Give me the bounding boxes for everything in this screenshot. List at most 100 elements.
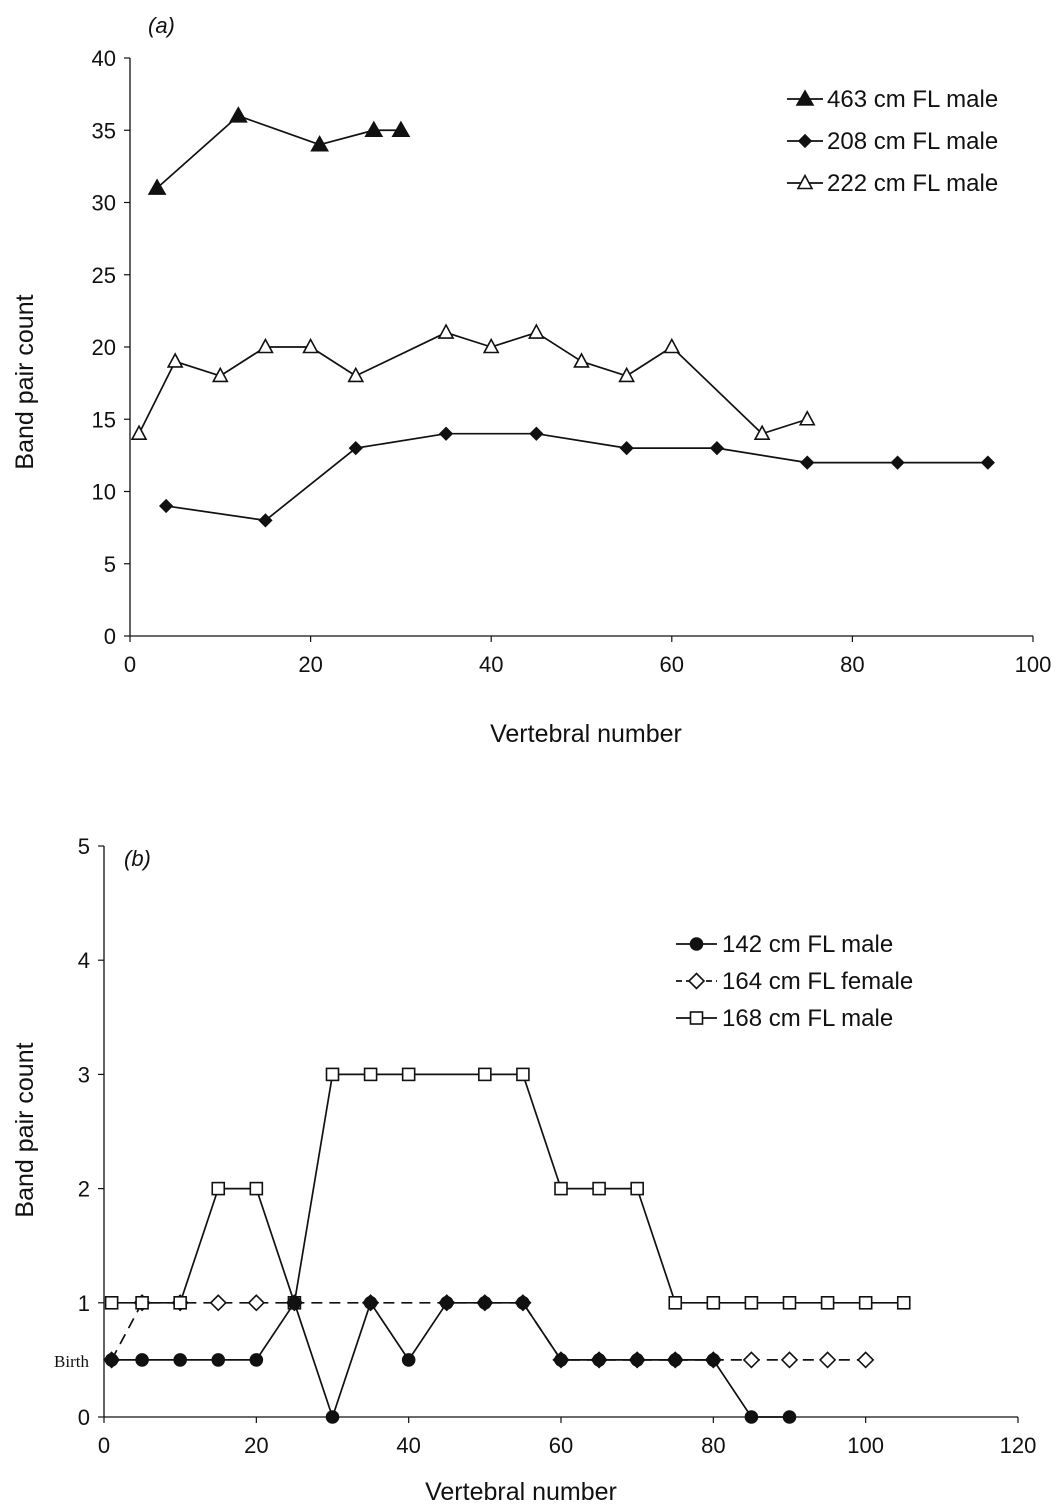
panel-a-series-3-point bbox=[166, 352, 184, 368]
panel-a-legend-entry: 222 cm FL male bbox=[787, 170, 998, 197]
panel-b-series-1-point bbox=[782, 1410, 797, 1424]
panel-b-series-3-point bbox=[706, 1296, 721, 1310]
panel-b-legend-label: 142 cm FL male bbox=[722, 931, 893, 958]
panel-b-ticks: 0 1 2 3 4 5 0 20 40 60 80 100 120 bbox=[78, 834, 1037, 1458]
panel-a-legend-label: 222 cm FL male bbox=[827, 170, 998, 197]
panel-b-series-2-point bbox=[247, 1294, 265, 1312]
panel-b-x-tick-label: 20 bbox=[244, 1433, 268, 1458]
panel-a-series-1 bbox=[147, 106, 411, 195]
panel-b-series-3-point bbox=[211, 1181, 226, 1196]
panel-a-series-3-point bbox=[347, 366, 365, 383]
panel-b-series bbox=[102, 1067, 911, 1424]
panel-b-legend-entry: 164 cm FL female bbox=[676, 968, 913, 995]
panel-a-series-1-point bbox=[310, 135, 330, 152]
panel-b-x-tick-label: 40 bbox=[396, 1433, 420, 1458]
panel-b-series-3-point bbox=[135, 1296, 149, 1310]
panel-a-series-3-point bbox=[528, 323, 545, 339]
panel-b-series-1-point bbox=[592, 1353, 606, 1367]
panel-b-legend: 142 cm FL male 164 cm FL female 168 cm FL … bbox=[676, 931, 913, 1032]
panel-a-y-axis-title: Band pair count bbox=[11, 294, 39, 469]
panel-b-series-3-point bbox=[478, 1067, 492, 1082]
panel-a-series-3-point bbox=[753, 424, 771, 441]
panel-b-series-3-point bbox=[896, 1296, 911, 1310]
panel-b-series-3-point bbox=[516, 1067, 530, 1082]
panel-b-y-tick-label: 5 bbox=[78, 834, 90, 859]
panel-a-series-3-point bbox=[573, 352, 590, 368]
panel-b-x-tick-label: 80 bbox=[701, 1433, 725, 1458]
panel-a-series-3-point bbox=[130, 424, 148, 441]
panel-a-series-2-point bbox=[258, 513, 273, 528]
panel-a-legend: 463 cm FL male 208 cm FL male 222 cm FL ma… bbox=[787, 86, 998, 197]
panel-a-series-2-point bbox=[980, 455, 995, 470]
panel-b-legend-label: 164 cm FL female bbox=[722, 968, 913, 995]
panel-b-y-axis-title: Band pair count bbox=[11, 1042, 39, 1217]
panel-a-series-2 bbox=[158, 426, 995, 528]
panel-b-series-1-point bbox=[287, 1296, 302, 1310]
panel-b-series-2-point bbox=[209, 1294, 227, 1312]
panel-b-series-3-point bbox=[668, 1296, 683, 1310]
panel-b-series-3-point bbox=[820, 1296, 835, 1310]
panel-a-series-3-point bbox=[257, 337, 274, 354]
panel-a-legend-entry: 208 cm FL male bbox=[787, 128, 998, 155]
panel-b-series-3-point bbox=[363, 1067, 378, 1082]
panel-a-x-tick-label: 100 bbox=[1015, 652, 1052, 677]
panel-b-legend-marker bbox=[687, 972, 706, 990]
panel-b-series-2-point bbox=[857, 1351, 875, 1369]
panel-a-series bbox=[130, 106, 995, 528]
panel-a-series-1-point bbox=[228, 106, 248, 123]
panel-b-x-tick-label: 100 bbox=[847, 1433, 884, 1458]
panel-a-series-1-point bbox=[391, 120, 411, 138]
panel-a-y-tick-label: 20 bbox=[92, 335, 116, 360]
panel-a-series-2-point bbox=[800, 455, 815, 470]
panel-a-series-2-point bbox=[158, 498, 174, 514]
panel-b-series-1-point bbox=[401, 1353, 416, 1367]
panel-b-series-1-point bbox=[135, 1353, 149, 1367]
panel-a-legend-marker bbox=[797, 133, 813, 149]
panel-b-series-1-point bbox=[104, 1353, 119, 1367]
panel-b-x-tick-label: 60 bbox=[549, 1433, 573, 1458]
panel-a-x-tick-label: 80 bbox=[840, 652, 864, 677]
panel-b-series-1-point bbox=[249, 1353, 264, 1367]
panel-b-series-3-point bbox=[401, 1067, 416, 1082]
panel-b-series-2-line bbox=[110, 1301, 866, 1361]
panel-a-legend-entry: 463 cm FL male bbox=[787, 86, 998, 113]
panel-b-series-1-point bbox=[706, 1353, 721, 1367]
panel-a-series-3 bbox=[130, 323, 816, 441]
panel-b-series-1 bbox=[104, 1296, 797, 1424]
panel-a-x-axis-title: Vertebral number bbox=[490, 720, 682, 748]
panel-b-series-3-point bbox=[782, 1296, 797, 1310]
panel-a-label: (a) bbox=[148, 13, 175, 38]
panel-b-series-3-point bbox=[249, 1181, 264, 1196]
panel-a-series-3-point bbox=[437, 323, 455, 339]
panel-a-y-tick-label: 0 bbox=[104, 624, 116, 649]
panel-b-series-3-line bbox=[111, 1073, 904, 1304]
panel-a-y-tick-label: 25 bbox=[92, 263, 116, 288]
panel-a-series-1-point bbox=[364, 120, 384, 138]
panel-a-series-2-point bbox=[890, 455, 905, 470]
panel-b-series-1-point bbox=[325, 1410, 340, 1424]
panel-b-series-3-point bbox=[554, 1181, 568, 1196]
panel-b-legend-label: 168 cm FL male bbox=[722, 1005, 893, 1032]
panel-b-series-3-point bbox=[744, 1296, 759, 1310]
panel-b-y-tick-label: 1 bbox=[78, 1291, 90, 1316]
panel-a-series-2-point bbox=[709, 441, 725, 456]
panel-b-series-1-point bbox=[478, 1296, 492, 1310]
panel-a-series-3-point bbox=[302, 337, 319, 354]
panel-a-y-tick-label: 10 bbox=[92, 480, 116, 505]
panel-b-series-3-point bbox=[173, 1296, 187, 1310]
panel-b-series-1-point bbox=[363, 1296, 378, 1310]
panel-b-legend-entry: 142 cm FL male bbox=[676, 931, 893, 958]
panel-b-series-3 bbox=[104, 1067, 911, 1310]
panel-b-series-3-point bbox=[858, 1296, 873, 1310]
panel-b-series-1-point bbox=[173, 1353, 187, 1367]
panel-b-series-1-point bbox=[744, 1410, 759, 1424]
panel-b-series-1-point bbox=[516, 1296, 530, 1310]
panel-b-series-3-point bbox=[325, 1067, 340, 1082]
panel-b-x-axis-title: Vertebral number bbox=[425, 1478, 617, 1506]
panel-b-series-1-point bbox=[439, 1296, 454, 1310]
panel-b-label: (b) bbox=[124, 846, 151, 871]
panel-a-x-tick-label: 40 bbox=[479, 652, 503, 677]
panel-b-series-2-point bbox=[780, 1351, 799, 1369]
panel-a-series-3-line bbox=[138, 331, 808, 435]
